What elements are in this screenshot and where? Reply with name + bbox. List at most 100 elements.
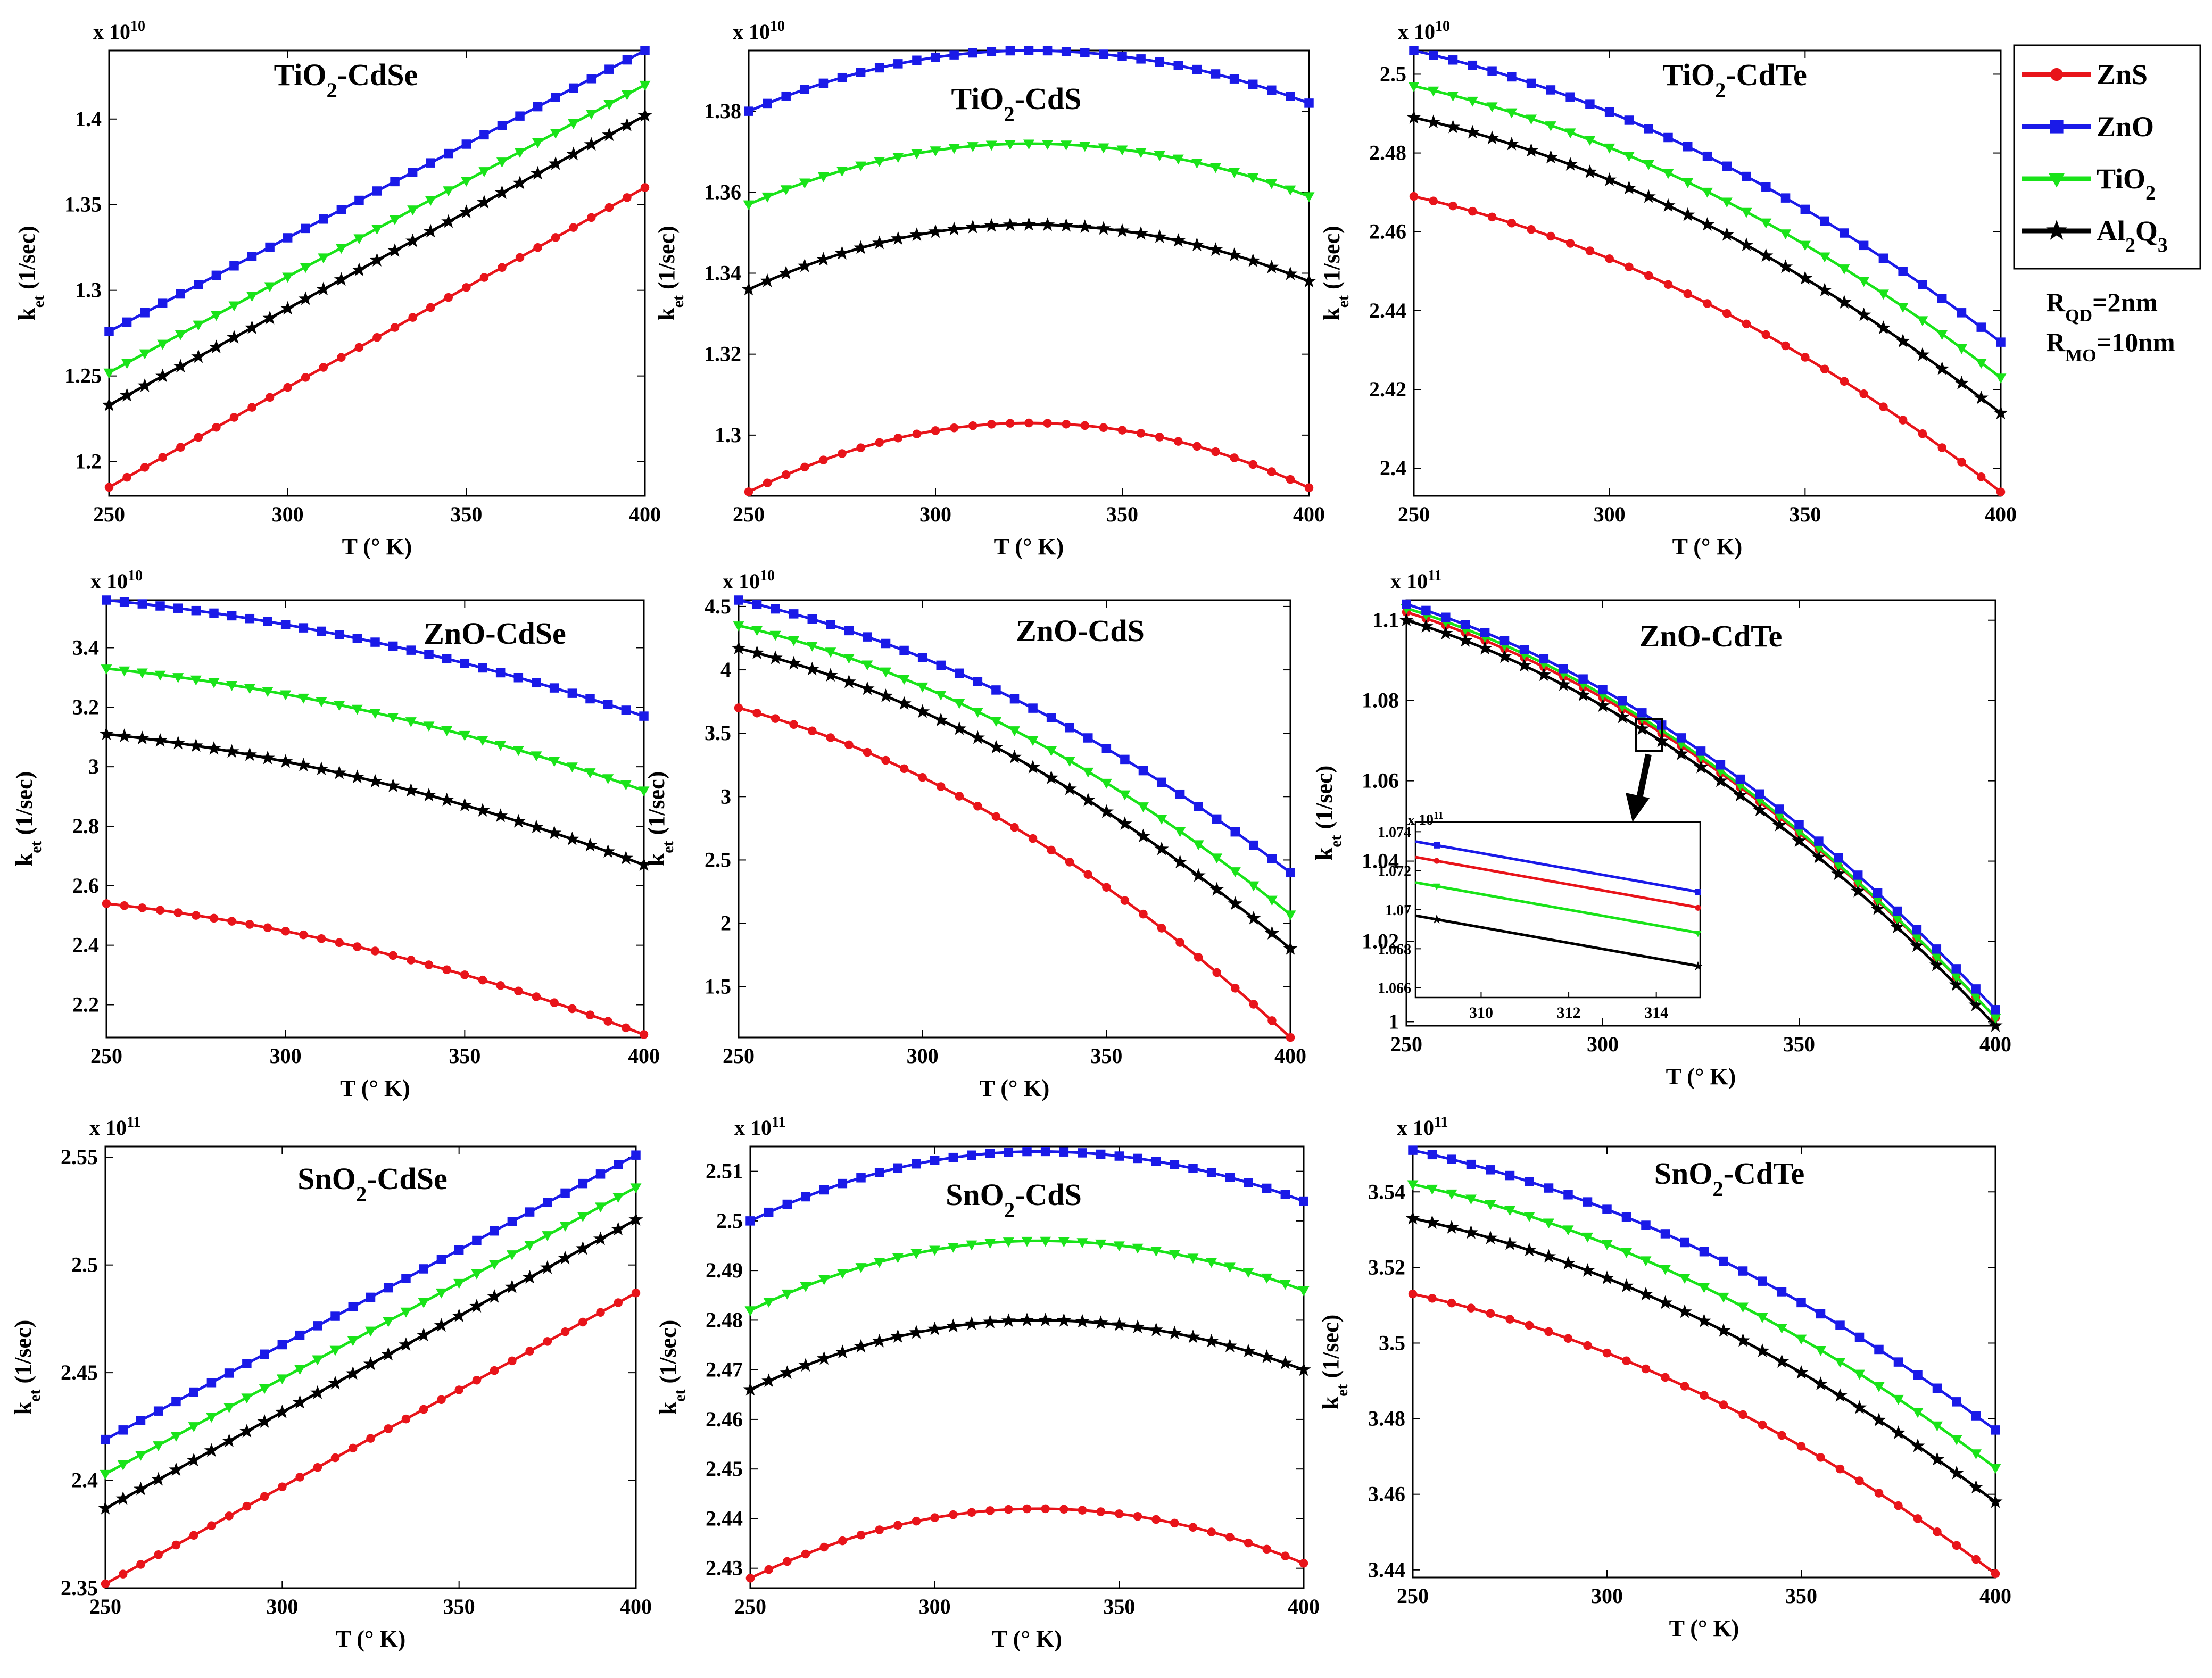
square-marker: [140, 308, 150, 318]
triangle-marker: [193, 320, 204, 331]
plot-area-frame: [748, 49, 1310, 497]
circle-marker: [1022, 1504, 1032, 1514]
y-tick-label: 1.04: [1362, 849, 1399, 873]
series-tio2: [100, 1183, 642, 1480]
circle-marker: [991, 812, 1001, 821]
square-marker: [1120, 754, 1130, 765]
square-marker: [1755, 789, 1764, 799]
circle-marker: [460, 970, 469, 979]
series-al2q3: [98, 1212, 643, 1515]
square-marker: [1136, 54, 1146, 64]
square-marker: [1194, 802, 1203, 811]
square-marker: [543, 1198, 552, 1208]
circle-marker: [317, 934, 326, 943]
triangle-marker: [1023, 139, 1034, 150]
triangle-marker: [630, 1183, 642, 1194]
square-marker: [1280, 1190, 1290, 1199]
circle-marker: [949, 1510, 958, 1519]
square-marker: [1486, 1165, 1495, 1175]
star-marker: [927, 1321, 942, 1335]
circle-marker: [1157, 924, 1166, 933]
triangle-marker: [1247, 173, 1259, 184]
y-tick-label: 2.5: [1380, 62, 1406, 86]
square-marker: [189, 1387, 198, 1397]
square-marker: [801, 1192, 810, 1202]
circle-marker: [247, 403, 256, 412]
circle-marker: [1409, 192, 1419, 201]
y-tick-label: 4.5: [705, 594, 731, 618]
circle-marker: [1527, 225, 1536, 234]
circle-marker: [1170, 1518, 1179, 1528]
inset-series-line: [1415, 840, 1701, 894]
square-marker: [406, 645, 416, 655]
triangle-marker: [1917, 316, 1928, 327]
square-marker: [1448, 55, 1458, 65]
square-marker: [1604, 107, 1614, 117]
star-marker: [1524, 143, 1539, 157]
triangle-marker: [351, 704, 363, 715]
star-marker: [816, 252, 831, 266]
square-marker: [1024, 46, 1034, 55]
circle-marker: [1894, 1501, 1903, 1510]
star-marker: [457, 798, 472, 812]
triangle-marker: [1526, 114, 1537, 125]
inset-series-zno: [1415, 840, 1701, 895]
square-marker: [1952, 1397, 1961, 1407]
square-marker: [745, 1216, 755, 1226]
x-tick-label: 300: [907, 1044, 939, 1068]
square-marker: [1078, 1148, 1087, 1158]
star-marker: [1007, 749, 1022, 763]
circle-marker: [1231, 984, 1240, 993]
square-marker: [1249, 840, 1258, 850]
star-marker: [1149, 1322, 1164, 1336]
square-marker: [1932, 1383, 1942, 1393]
square-marker: [1598, 685, 1608, 695]
triangle-marker: [172, 673, 184, 683]
circle-marker: [283, 383, 292, 392]
y-tick-label: 2.5: [705, 848, 731, 871]
y-tick-label: 1.02: [1362, 929, 1399, 953]
y-tick-label: 2: [720, 911, 731, 935]
triangle-marker: [917, 682, 929, 693]
chart-title: TiO2-CdS: [951, 81, 1082, 126]
circle-marker: [1010, 823, 1019, 832]
star-marker: [334, 272, 349, 286]
square-marker: [366, 1292, 376, 1302]
star-marker: [860, 681, 875, 695]
square-marker: [330, 1311, 340, 1321]
triangle-marker: [1003, 1237, 1014, 1248]
star-marker: [1891, 1425, 1906, 1439]
circle-marker: [1136, 429, 1146, 438]
circle-marker: [478, 975, 487, 985]
circle-marker: [192, 911, 201, 920]
square-marker: [245, 613, 255, 624]
square-marker: [1794, 820, 1804, 830]
chart-title: SnO2-CdTe: [1654, 1156, 1805, 1201]
circle-marker: [1761, 330, 1771, 339]
triangle-marker: [246, 292, 258, 302]
square-marker: [1898, 267, 1908, 276]
circle-marker: [568, 1004, 577, 1014]
triangle-marker: [836, 1268, 848, 1279]
circle-marker: [265, 393, 275, 402]
star-marker: [459, 204, 474, 219]
triangle-marker: [621, 90, 633, 101]
star-marker: [1813, 1376, 1828, 1391]
axis-multiplier: x 1010: [93, 18, 145, 44]
star-marker: [915, 704, 930, 718]
star-marker: [1227, 247, 1242, 262]
series-zno: [734, 595, 1295, 878]
triangle-marker: [910, 1249, 922, 1259]
circle-marker: [550, 998, 559, 1007]
square-marker: [621, 705, 631, 715]
triangle-marker: [1584, 136, 1596, 146]
star-marker: [328, 1375, 343, 1390]
series-al2q3: [741, 217, 1316, 296]
y-tick-label: 3.54: [1368, 1179, 1405, 1203]
x-tick-label: 350: [450, 502, 482, 526]
triangle-marker: [1206, 1258, 1217, 1268]
x-tick-label: 250: [734, 1594, 766, 1618]
triangle-marker: [264, 282, 276, 293]
circle-marker: [508, 1356, 517, 1366]
triangle-marker: [524, 1241, 536, 1251]
